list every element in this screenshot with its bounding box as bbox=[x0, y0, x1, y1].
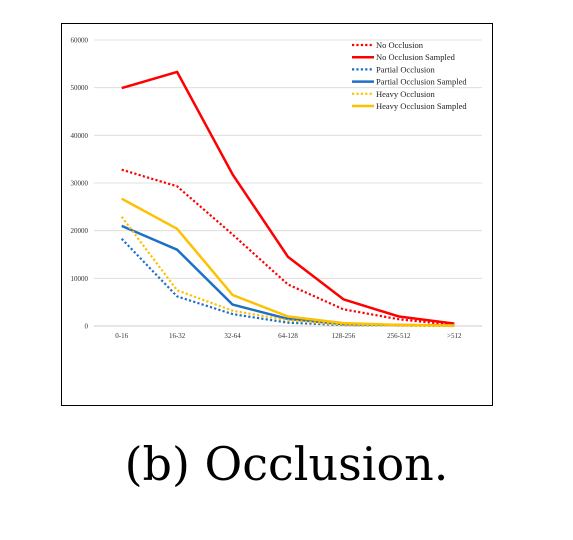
y-tick-label: 10000 bbox=[71, 275, 89, 283]
x-axis-ticks: 0-16 16-32 32-64 64-128 128-256 256-512 >512 bbox=[115, 332, 462, 340]
legend-label: Heavy Occlusion Sampled bbox=[376, 101, 467, 111]
legend-label: Partial Occlusion Sampled bbox=[376, 77, 467, 87]
line-chart: 0 10000 20000 30000 40000 50000 60000 0-16 16-3… bbox=[71, 37, 482, 340]
x-tick-label: 128-256 bbox=[332, 332, 356, 340]
series-lines bbox=[120, 70, 455, 328]
series-line-2 bbox=[121, 70, 455, 325]
x-tick-label: 16-32 bbox=[169, 332, 186, 340]
figure-caption: (b) Occlusion. bbox=[124, 437, 449, 491]
legend-label: Heavy Occlusion bbox=[376, 89, 436, 99]
series-line-6 bbox=[121, 197, 455, 327]
y-tick-label: 30000 bbox=[71, 180, 89, 188]
series-line-3 bbox=[120, 238, 455, 328]
y-tick-label: 60000 bbox=[71, 37, 89, 45]
series-line-5 bbox=[120, 216, 455, 328]
legend-label: Partial Occlusion bbox=[376, 64, 436, 74]
chart-frame: 0 10000 20000 30000 40000 50000 60000 0-16 16-3… bbox=[61, 23, 493, 406]
y-tick-label: 20000 bbox=[71, 227, 89, 235]
series-line-1 bbox=[121, 168, 455, 327]
x-tick-label: 64-128 bbox=[278, 332, 298, 340]
y-tick-label: 50000 bbox=[71, 84, 89, 92]
y-tick-label: 0 bbox=[85, 323, 89, 331]
legend-label: No Occlusion Sampled bbox=[376, 52, 456, 62]
x-tick-label: >512 bbox=[447, 332, 462, 340]
y-axis-ticks: 0 10000 20000 30000 40000 50000 60000 bbox=[71, 37, 89, 331]
series-line-4 bbox=[121, 224, 455, 327]
legend-label: No Occlusion bbox=[376, 40, 424, 50]
x-tick-label: 32-64 bbox=[224, 332, 241, 340]
legend: No Occlusion No Occlusion Sampled Partial … bbox=[352, 40, 467, 111]
y-tick-label: 40000 bbox=[71, 132, 89, 140]
x-tick-label: 256-512 bbox=[387, 332, 411, 340]
x-tick-label: 0-16 bbox=[115, 332, 128, 340]
